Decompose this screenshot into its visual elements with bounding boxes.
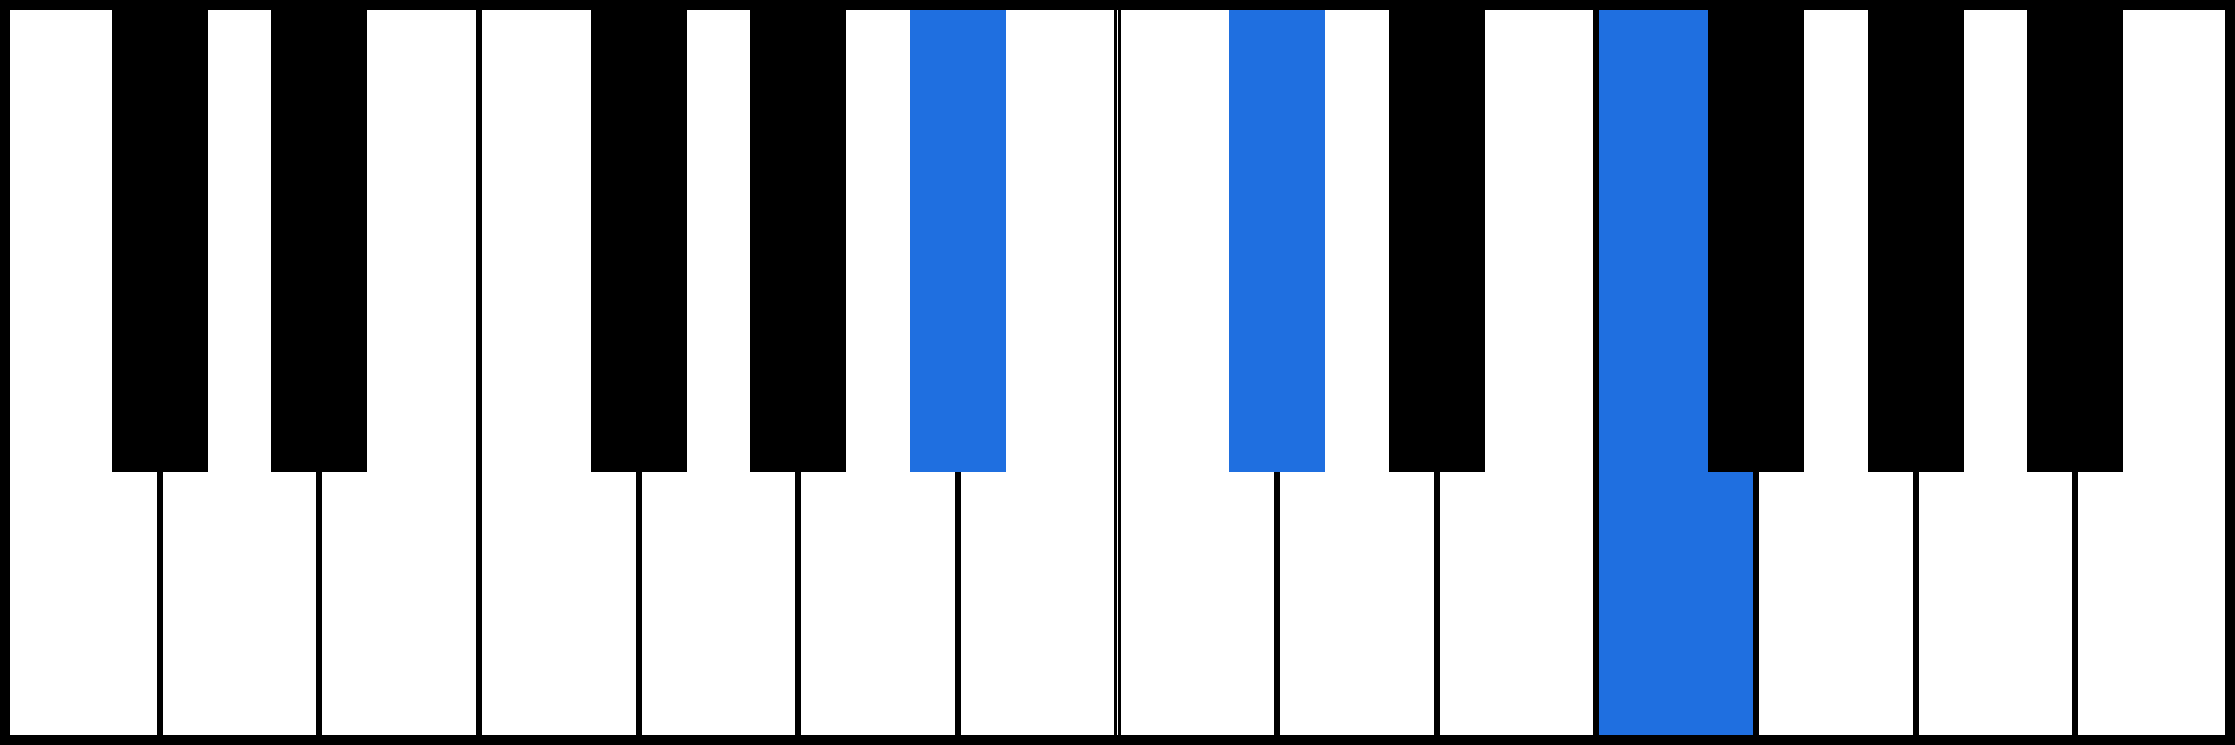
piano-keyboard	[0, 0, 2235, 745]
black-key-5	[910, 0, 1006, 472]
black-key-11	[1868, 0, 1964, 472]
black-key-12	[2027, 0, 2123, 472]
black-key-10	[1708, 0, 1804, 472]
black-key-4	[750, 0, 846, 472]
black-key-1	[271, 0, 367, 472]
black-key-3	[591, 0, 687, 472]
black-key-8	[1389, 0, 1485, 472]
black-key-7	[1229, 0, 1325, 472]
black-key-0	[112, 0, 208, 472]
